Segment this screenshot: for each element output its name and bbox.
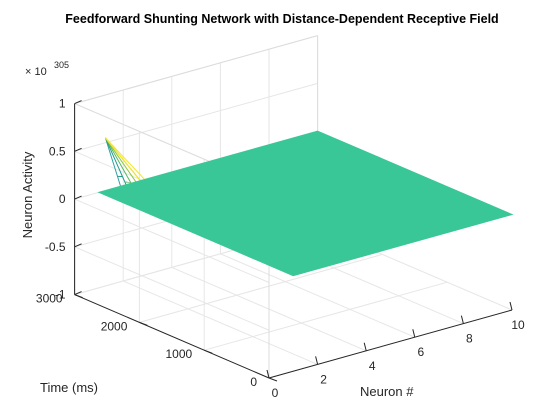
z-tick [74,100,82,105]
gridline-side-z [74,198,270,283]
y-tick-label: 0 [250,375,257,389]
z-axis-label: Neuron Activity [20,151,35,238]
x-tick-label: 0 [272,386,279,400]
x-tick-label: 2 [320,372,327,386]
gridline-side-z [74,246,270,331]
x-tick [266,369,270,379]
gridline-floor-y [139,253,383,323]
surface-plane [97,130,514,277]
x-tick-label: 8 [466,332,473,346]
z-tick [74,147,82,152]
gridline-floor-x [220,253,415,338]
box-edge [74,35,318,105]
chart-title: Feedforward Shunting Network with Distan… [65,12,498,26]
gridline-back-z [74,82,318,152]
z-tick-label: -1 [55,288,66,302]
y-tick [74,294,83,299]
z-exponent-value: 305 [54,60,69,70]
x-tick [363,342,367,351]
tick-labels: 0 2 4 6 8 10 0 1000 2000 3000 1 0.5 0 -0.5 -1 [36,97,525,400]
x-axis-line [268,309,513,379]
x-axis-label: Neuron # [360,384,414,399]
y-tick-label: 2000 [101,319,128,333]
y-tick [268,377,278,382]
y-axis-label: Time (ms) [40,380,98,395]
axes-box [74,100,513,382]
z-tick-label: 0.5 [49,144,66,158]
z-tick [74,243,82,248]
z-exponent-base: × 10 [25,66,47,78]
y-tick-label: 1000 [165,347,192,361]
z-tick-label: 0 [59,192,66,206]
z-exponent: × 10 305 [25,60,69,78]
y-tick-label: 3000 [36,292,63,306]
x-tick [315,356,319,365]
x-tick [460,315,464,324]
z-tick [74,291,82,296]
gridline-floor-x [123,280,318,365]
z-tick-label: 1 [59,97,66,111]
x-tick [412,329,416,338]
gridline-floor-y [204,281,448,351]
z-tick [74,195,82,200]
z-tick-label: -0.5 [45,240,66,254]
x-tick-label: 4 [369,359,376,373]
x-tick [509,301,513,311]
surface-polygon [97,130,514,277]
y-tick [204,349,213,354]
y-axis-line [74,294,270,379]
y-tick [139,321,148,326]
x-tick-label: 10 [511,318,525,332]
x-tick-label: 6 [417,345,424,359]
